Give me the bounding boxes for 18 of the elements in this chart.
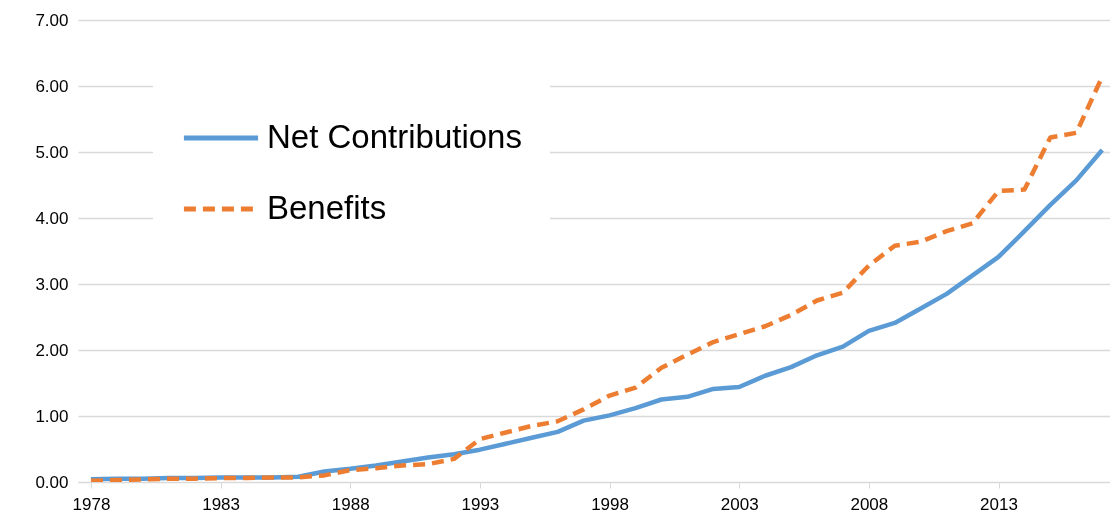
y-tick-label: 2.00 (35, 340, 69, 360)
x-tick-label: 1988 (331, 494, 370, 514)
y-tick-label: 3.00 (35, 274, 69, 294)
y-tick-label: 7.00 (35, 10, 69, 30)
y-tick-label: 6.00 (35, 76, 69, 96)
x-tick-label: 2003 (720, 494, 759, 514)
x-tick-label: 1993 (461, 494, 500, 514)
y-tick-label: 4.00 (35, 208, 69, 228)
x-tick-label: 1998 (591, 494, 629, 514)
x-tick-label: 1983 (202, 494, 241, 514)
y-tick-label: 0.00 (35, 472, 69, 492)
legend-label: Net Contributions (267, 118, 522, 155)
x-tick-label: 2013 (980, 494, 1018, 514)
y-tick-label: 5.00 (35, 142, 69, 162)
x-tick-label: 1978 (72, 494, 111, 514)
y-tick-label: 1.00 (35, 406, 69, 426)
legend-label: Benefits (267, 189, 387, 226)
x-tick-label: 2008 (850, 494, 889, 514)
